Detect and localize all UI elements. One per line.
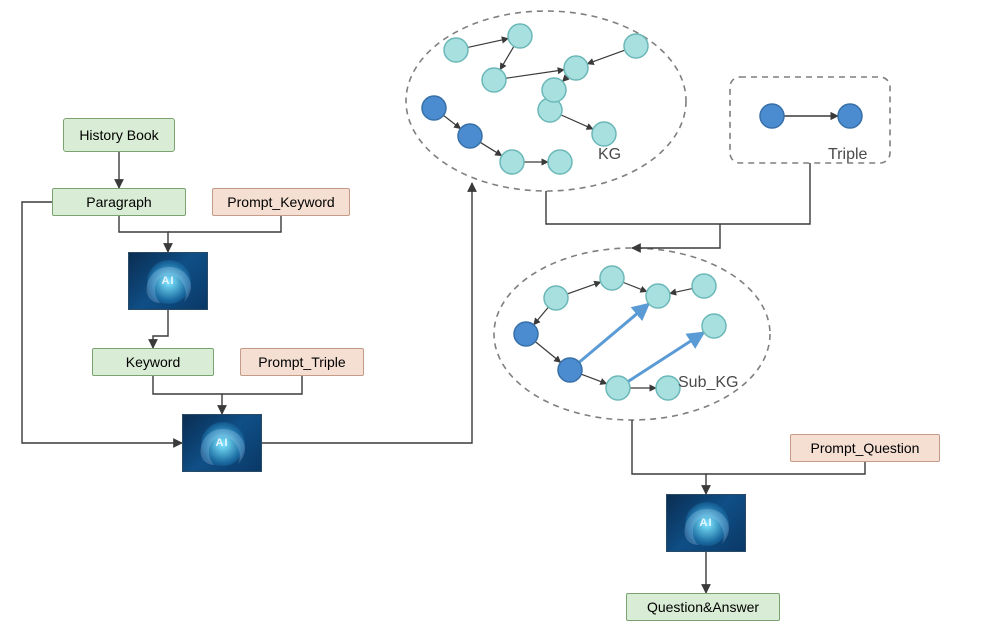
flow-edge (153, 310, 168, 348)
flow-edge (720, 163, 810, 224)
triple-label: Triple (828, 146, 867, 164)
kg-node (500, 150, 524, 174)
subkg-node (692, 274, 716, 298)
subkg-edge (623, 282, 647, 291)
flow-edge (632, 420, 706, 494)
flow-edge (153, 376, 222, 414)
subkg-node (606, 376, 630, 400)
kg-edge (468, 39, 509, 48)
subkg-node (558, 358, 582, 382)
ai-label: AI (162, 275, 175, 287)
flow-edge (168, 216, 281, 232)
prompt-question-box: Prompt_Question (790, 434, 940, 462)
ai-image: AI (128, 252, 208, 310)
kg-edge (506, 70, 564, 79)
kg-edge (480, 142, 502, 155)
ai-label: AI (216, 437, 229, 449)
diagram-canvas (0, 0, 1000, 633)
kg-node (542, 78, 566, 102)
kg-node (508, 24, 532, 48)
kg-node (458, 124, 482, 148)
subkg-edge (567, 282, 600, 294)
kg-label: KG (598, 146, 621, 164)
subkg-edge (670, 289, 693, 294)
subkg-node (702, 314, 726, 338)
subkg-edge-thick (579, 304, 649, 363)
kg-node (444, 38, 468, 62)
history-book-box: History Book (63, 118, 175, 152)
prompt-keyword-box: Prompt_Keyword (212, 188, 350, 216)
flow-edge (546, 191, 720, 224)
flow-edge (22, 202, 182, 443)
triple-node-2 (838, 104, 862, 128)
kg-node (548, 150, 572, 174)
flow-edge (706, 462, 865, 474)
kg-node (482, 68, 506, 92)
ai-image: AI (182, 414, 262, 472)
kg-node (422, 96, 446, 120)
kg-node (564, 56, 588, 80)
subkg-label: Sub_KG (678, 374, 738, 392)
subkg-edge (535, 342, 560, 363)
ai-label: AI (700, 517, 713, 529)
kg-edge (500, 46, 514, 69)
kg-node (624, 34, 648, 58)
subkg-edge (581, 374, 607, 384)
subkg-node (656, 376, 680, 400)
paragraph-box: Paragraph (52, 188, 186, 216)
subkg-node (646, 284, 670, 308)
subkg-node (544, 286, 568, 310)
flow-edge (262, 183, 472, 443)
subkg-node (600, 266, 624, 290)
ai-image: AI (666, 494, 746, 552)
keyword-box: Keyword (92, 348, 214, 376)
kg-edge (587, 50, 624, 64)
subkg-node (514, 322, 538, 346)
flow-edge (119, 216, 168, 252)
kg-edge (561, 115, 593, 129)
qa-box: Question&Answer (626, 593, 780, 621)
kg-edge (443, 115, 460, 128)
triple-node-1 (760, 104, 784, 128)
kg-node (592, 122, 616, 146)
subkg-edge (534, 307, 549, 325)
kg-edge (562, 76, 567, 81)
flow-edge (222, 376, 302, 394)
prompt-triple-box: Prompt_Triple (240, 348, 364, 376)
flow-edge (632, 224, 720, 248)
